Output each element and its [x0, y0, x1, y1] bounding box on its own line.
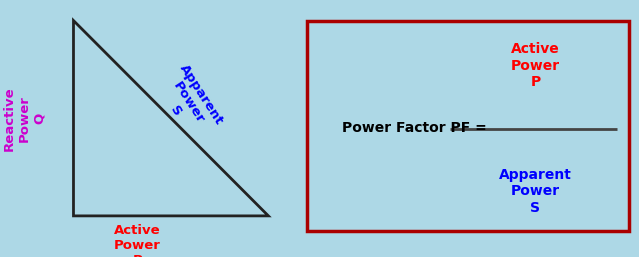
Text: Apparent
Power
S: Apparent Power S: [499, 168, 572, 215]
Text: Active
Power
P: Active Power P: [114, 224, 161, 257]
Bar: [307, 21, 629, 231]
Text: Active
Power
P: Active Power P: [511, 42, 560, 89]
Text: Reactive
Power
Q: Reactive Power Q: [3, 86, 46, 151]
Text: Power Factor PF =: Power Factor PF =: [342, 122, 487, 135]
Text: Apparent
Power
S: Apparent Power S: [151, 62, 226, 144]
